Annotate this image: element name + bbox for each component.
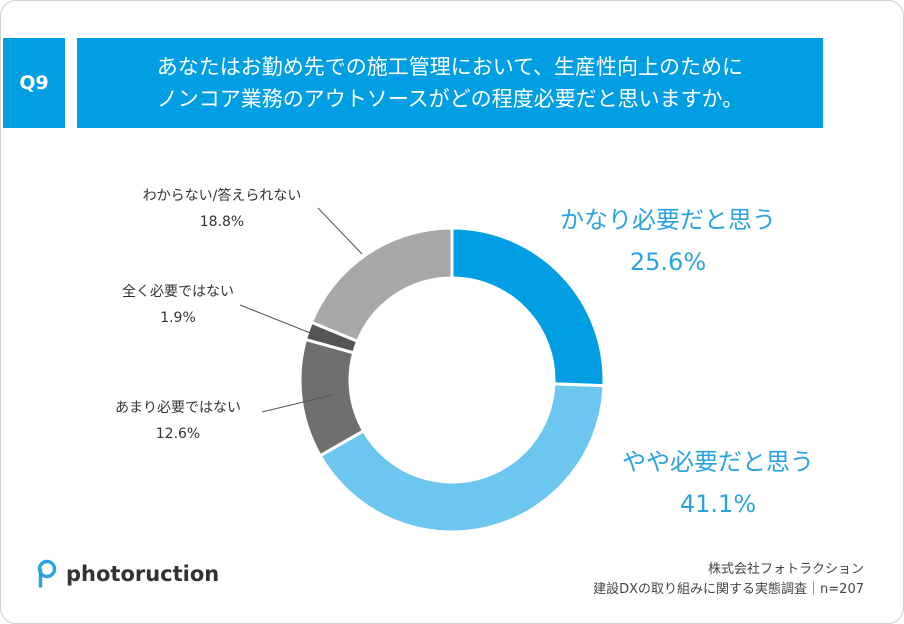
label-yaya-hitsuyou: やや必要だと思う bbox=[622, 448, 814, 476]
leader-line-amari-hitsuyou-denai bbox=[261, 394, 333, 413]
value-amari-hitsuyou-denai: 12.6% bbox=[156, 426, 200, 442]
source-company: 株式会社フォトラクション bbox=[707, 562, 864, 577]
label-kanari-hitsuyou: かなり必要だと思う bbox=[560, 206, 776, 234]
question-number: Q9 bbox=[3, 38, 65, 128]
source-note: 株式会社フォトラクション 建設DXの取り組みに関する実態調査｜n=207 bbox=[593, 560, 864, 600]
label-mattaku-hitsuyou-denai: 全く必要ではない bbox=[122, 283, 234, 300]
source-survey: 建設DXの取り組みに関する実態調査｜n=207 bbox=[593, 582, 864, 597]
value-kanari-hitsuyou: 25.6% bbox=[630, 248, 706, 276]
logo-mark-icon bbox=[37, 559, 57, 588]
question-line-2: ノンコア業務のアウトソースがどの程度必要だと思いますか。 bbox=[156, 87, 744, 111]
value-wakaranai: 18.8% bbox=[200, 214, 244, 230]
logo-text: photoruction bbox=[66, 562, 220, 586]
label-wakaranai: わからない/答えられない bbox=[143, 187, 302, 204]
slice-wakaranai bbox=[309, 226, 454, 344]
leader-line-wakaranai bbox=[317, 207, 363, 255]
leader-line-mattaku-hitsuyou-denai bbox=[239, 304, 319, 337]
value-mattaku-hitsuyou-denai: 1.9% bbox=[160, 310, 196, 326]
slice-yaya-hitsuyou bbox=[318, 382, 606, 534]
question-line-1: あなたはお勤め先での施工管理において、生産性向上のために bbox=[156, 55, 744, 79]
photoruction-logo: photoruction bbox=[36, 559, 219, 589]
value-yaya-hitsuyou: 41.1% bbox=[680, 490, 756, 518]
label-amari-hitsuyou-denai: あまり必要ではない bbox=[115, 400, 241, 416]
question-title: あなたはお勤め先での施工管理において、生産性向上のために ノンコア業務のアウトソ… bbox=[77, 38, 823, 128]
slice-kanari-hitsuyou bbox=[450, 226, 606, 388]
